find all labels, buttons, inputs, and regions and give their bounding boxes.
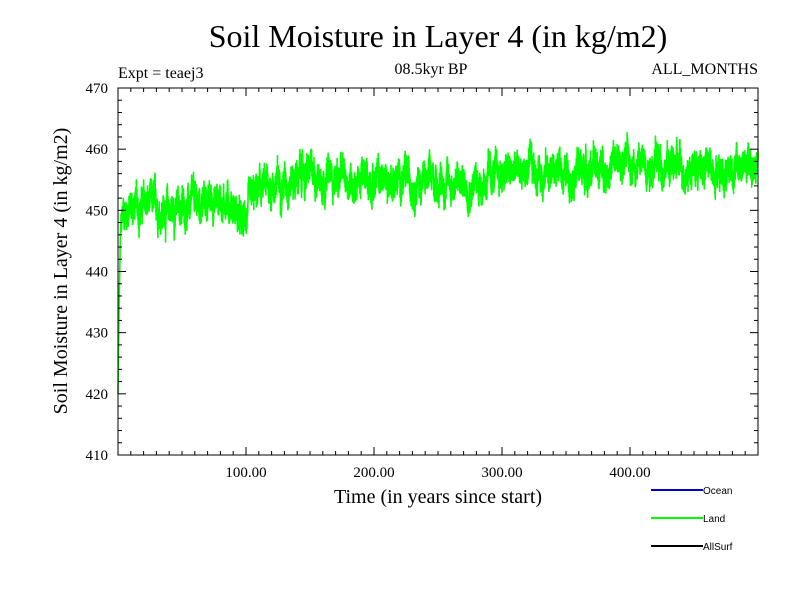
y-tick-label: 470 [86,81,109,97]
months-label: ALL_MONTHS [651,61,758,78]
y-tick-label: 460 [86,142,109,158]
y-axis-label: Soil Moisture in Layer 4 (in kg/m2) [50,128,72,415]
y-tick-label: 450 [86,203,109,219]
x-tick-label: 200.00 [353,465,394,481]
plot-data-layer [117,131,759,394]
x-tick-label: 300.00 [481,465,522,481]
legend: Ocean Land AllSurf [651,486,733,553]
y-tick-label: 420 [86,387,109,403]
y-tick-label: 410 [86,448,109,464]
y-tick-label: 430 [86,326,109,342]
legend-label-allsurf: AllSurf [703,542,733,553]
experiment-label: Expt = teaej3 [118,65,203,82]
axis-tick-labels: 100.00 200.00 300.00 400.00 410 420 430 440 450 4… [86,81,651,481]
y-tick-label: 440 [86,265,109,281]
period-label: 08.5kyr BP [395,61,468,78]
x-axis-label: Time (in years since start) [334,486,542,508]
series-line-land [117,131,759,394]
legend-label-land: Land [703,514,725,525]
chart-title: Soil Moisture in Layer 4 (in kg/m2) [209,18,668,54]
legend-label-ocean: Ocean [703,486,732,497]
x-tick-label: 400.00 [609,465,650,481]
x-tick-label: 100.00 [225,465,266,481]
axis-ticks [118,88,758,455]
